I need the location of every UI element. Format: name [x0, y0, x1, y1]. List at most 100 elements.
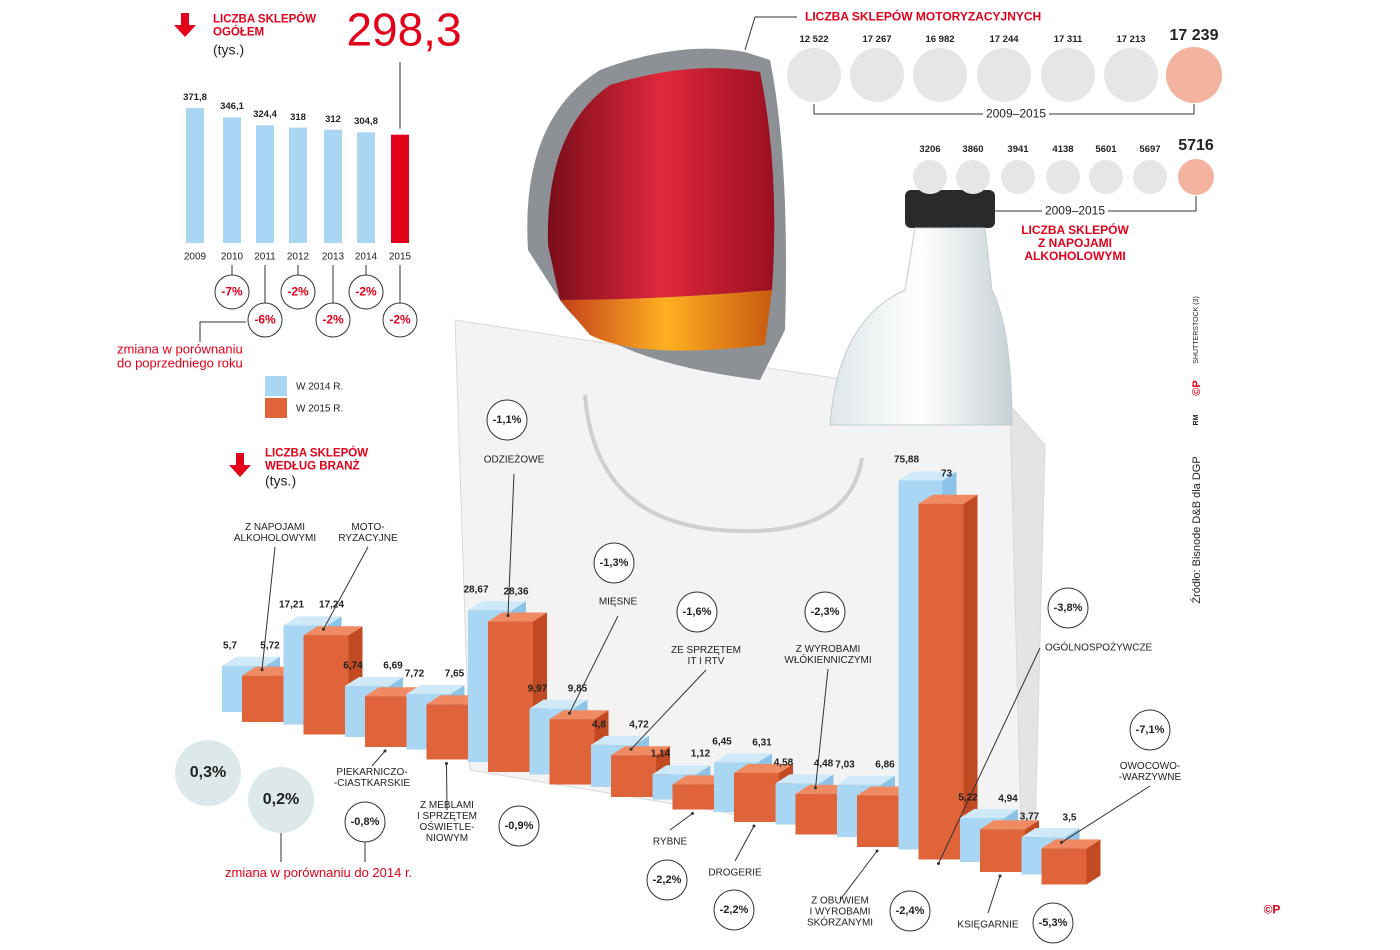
- bar-top: [1021, 828, 1080, 838]
- bar: [256, 125, 274, 243]
- bar-top: [898, 471, 957, 481]
- bottle: [829, 227, 1013, 426]
- leader-dot: [814, 786, 817, 790]
- change-circle: [713, 889, 755, 931]
- change-caption: zmiana w porównaniu do poprzedniego roku: [117, 341, 243, 371]
- value-label: 4138: [1052, 143, 1074, 155]
- bar: [857, 795, 902, 847]
- leader-dot: [260, 668, 264, 672]
- category-label: DROGERIE: [708, 867, 762, 879]
- leader-line: [323, 546, 369, 630]
- value-label: 9,85: [567, 683, 588, 695]
- value-label: 7,72: [404, 668, 425, 680]
- change-label: -3,8%: [1053, 601, 1083, 614]
- bar-top: [611, 746, 670, 756]
- value-label: 6,31: [752, 737, 772, 749]
- value-label: 371,8: [183, 91, 207, 103]
- photo-credit: SHUTTERSTOCK (3): [1193, 296, 1201, 364]
- value-label: 17,21: [278, 599, 305, 611]
- bar: [391, 134, 409, 243]
- change-label: -7,1%: [1135, 723, 1165, 736]
- chart-unit: (tys.): [213, 41, 245, 58]
- change-label: 0,2%: [262, 791, 300, 809]
- change-circle: [486, 399, 528, 441]
- bar-top: [488, 612, 547, 622]
- leader-line: [839, 850, 878, 901]
- bar-top: [960, 808, 1018, 818]
- bar: [242, 675, 287, 722]
- x-tick-label: 2013: [321, 251, 345, 263]
- value-label: 7,65: [444, 668, 465, 680]
- change-circle: [676, 591, 718, 633]
- change-label: -2,2%: [719, 903, 749, 916]
- change-label: -2,2%: [652, 873, 682, 886]
- bag-handle: [583, 394, 864, 533]
- bar: [672, 784, 718, 810]
- change-label: -2,4%: [895, 904, 925, 917]
- legend-label: W 2014 R.: [296, 381, 344, 393]
- value-label: 5601: [1095, 143, 1117, 155]
- chart-title: LICZBA SKLEPÓW Z NAPOJAMI ALKOHOLOWYMI: [1021, 223, 1129, 264]
- x-tick-label: 2014: [354, 251, 378, 263]
- value-label: 5,22: [958, 792, 978, 804]
- dot: [977, 48, 1031, 102]
- bar-top: [468, 601, 526, 611]
- dot: [1166, 47, 1222, 103]
- change-circle: [498, 805, 540, 847]
- bar-top: [345, 676, 403, 686]
- value-label: 17,24: [318, 599, 345, 611]
- change-circle: [248, 767, 314, 833]
- leader-line: [199, 321, 246, 342]
- bar: [365, 696, 410, 747]
- bar-top: [591, 735, 649, 745]
- bar-top: [734, 763, 793, 773]
- tail-light-amber: [560, 290, 772, 351]
- category-label: MIĘSNE: [598, 596, 638, 608]
- bar: [549, 719, 595, 785]
- bar: [223, 117, 241, 243]
- category-label: MOTO- RYZACYJNE: [338, 522, 398, 544]
- change-label: -1,3%: [599, 556, 629, 569]
- leader-dot: [998, 874, 1002, 878]
- change-circle: [593, 542, 635, 584]
- category-label: ODZIEŻOWE: [483, 454, 545, 466]
- leader-line: [569, 615, 619, 714]
- value-label: 318: [290, 111, 306, 123]
- value-label: 4,72: [629, 719, 649, 731]
- leader-dot: [937, 862, 940, 865]
- bar: [980, 829, 1025, 872]
- leader-line: [734, 825, 755, 862]
- period-label: 2009–2015: [982, 107, 1050, 121]
- change-circle: [804, 591, 846, 633]
- leader-line: [630, 669, 707, 750]
- value-label: 5,7: [223, 640, 237, 652]
- value-label: 324,4: [253, 109, 277, 121]
- value-label: 3,77: [1019, 811, 1040, 823]
- arrow-icon: [174, 13, 196, 37]
- change-label: -6%: [254, 312, 276, 327]
- x-tick-label: 2009: [183, 251, 207, 263]
- bar: [611, 755, 656, 797]
- x-tick-label: 2010: [220, 251, 244, 263]
- leader-line: [261, 546, 276, 670]
- change-label: -2%: [322, 312, 344, 327]
- leader-line: [1061, 785, 1151, 843]
- change-circle: [1129, 709, 1171, 751]
- bar: [324, 129, 342, 243]
- value-label: 3206: [919, 143, 941, 155]
- dot: [1104, 48, 1158, 102]
- headline-value: 298,3: [346, 3, 462, 56]
- bar: [303, 635, 349, 735]
- leader-line: [938, 647, 1041, 864]
- change-circle: [315, 302, 351, 338]
- value-label: 312: [325, 113, 341, 125]
- bar-top: [837, 775, 895, 785]
- change-label: -2%: [287, 284, 309, 299]
- value-label: 1,12: [690, 748, 711, 760]
- leader-dot: [445, 762, 448, 765]
- logo: ©P: [1263, 902, 1281, 917]
- value-label: 4,58: [773, 757, 794, 769]
- change-circle: [175, 740, 241, 806]
- leader-line: [507, 473, 515, 616]
